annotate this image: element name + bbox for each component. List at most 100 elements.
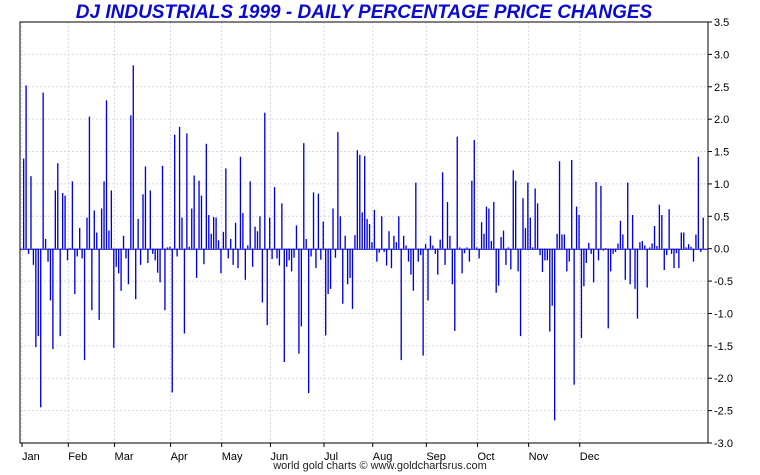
bar: [278, 248, 281, 266]
bar: [264, 112, 266, 249]
bar: [242, 213, 244, 249]
bar: [52, 248, 54, 350]
bar: [390, 248, 393, 269]
bar: [69, 248, 71, 249]
bar: [566, 248, 568, 272]
bar: [344, 235, 346, 249]
bar: [449, 235, 451, 249]
bar: [256, 231, 259, 249]
bar: [312, 192, 315, 249]
bar: [361, 212, 363, 249]
bar: [193, 175, 195, 249]
bar: [648, 247, 651, 249]
bar: [290, 248, 293, 272]
bar: [541, 248, 544, 273]
bar: [281, 203, 283, 249]
bar: [222, 231, 225, 249]
bar: [670, 248, 673, 254]
bar: [305, 238, 307, 249]
bar: [405, 245, 407, 249]
bar: [617, 243, 619, 249]
bar: [269, 217, 271, 249]
bar: [210, 233, 212, 249]
bar: [261, 248, 264, 303]
y-tick-label: 2.5: [714, 82, 729, 94]
bar: [631, 215, 634, 249]
bar: [215, 217, 217, 249]
bar: [122, 235, 125, 249]
bar: [619, 220, 622, 249]
x-tick-label: Jun: [270, 451, 288, 463]
bar: [327, 248, 329, 295]
chart-title: DJ INDUSTRIALS 1999 - DAILY PERCENTAGE P…: [75, 2, 653, 23]
bar: [342, 248, 344, 304]
bar-series: [23, 65, 704, 421]
bar: [410, 248, 412, 275]
bar: [66, 248, 69, 261]
x-tick-label: Mar: [115, 451, 134, 463]
bar: [580, 248, 583, 339]
bar: [247, 245, 249, 249]
bar: [585, 248, 587, 263]
bar: [478, 248, 480, 259]
bar: [627, 182, 629, 249]
bar: [239, 156, 242, 249]
bar: [188, 246, 190, 249]
bar: [490, 240, 492, 249]
bar: [227, 248, 229, 259]
plot-frame: [19, 21, 709, 444]
bar: [174, 134, 176, 249]
bar: [76, 248, 78, 257]
bar: [592, 248, 595, 283]
bar: [395, 242, 398, 249]
bar: [653, 226, 656, 249]
bar: [529, 217, 531, 249]
bar: [303, 143, 305, 249]
bar: [590, 248, 592, 254]
bar: [675, 248, 678, 254]
y-tick-label: 1.5: [714, 147, 729, 159]
bar: [636, 248, 639, 319]
bar: [35, 248, 37, 348]
bar: [169, 246, 171, 249]
bar: [251, 248, 254, 267]
bar: [663, 248, 665, 271]
bar: [600, 185, 602, 249]
bar: [456, 136, 458, 249]
bar: [673, 248, 675, 269]
bar: [71, 181, 74, 249]
bar: [658, 204, 661, 249]
bar: [164, 248, 166, 311]
bar: [556, 233, 558, 249]
y-tick-label: 0.5: [714, 211, 729, 223]
bar: [212, 216, 215, 249]
bar: [695, 234, 697, 249]
bar: [171, 248, 173, 393]
bar: [641, 240, 644, 249]
bar: [407, 248, 410, 262]
bar: [446, 202, 449, 249]
bar: [79, 227, 81, 249]
bar: [605, 248, 607, 249]
bar: [86, 217, 88, 249]
bar: [310, 248, 312, 257]
bar: [385, 248, 388, 266]
bar: [471, 180, 473, 249]
bar: [383, 248, 385, 252]
bar: [149, 190, 151, 249]
bar: [42, 92, 44, 249]
bar: [417, 248, 419, 262]
bar: [283, 248, 285, 363]
bar: [558, 161, 561, 249]
bar: [152, 248, 154, 254]
bar: [132, 65, 134, 249]
bar: [288, 248, 290, 261]
bar: [40, 248, 42, 408]
bar: [300, 248, 303, 327]
bar: [432, 245, 434, 249]
bar: [83, 248, 86, 361]
bar: [463, 248, 466, 254]
bar: [276, 248, 278, 259]
bar: [515, 180, 517, 249]
